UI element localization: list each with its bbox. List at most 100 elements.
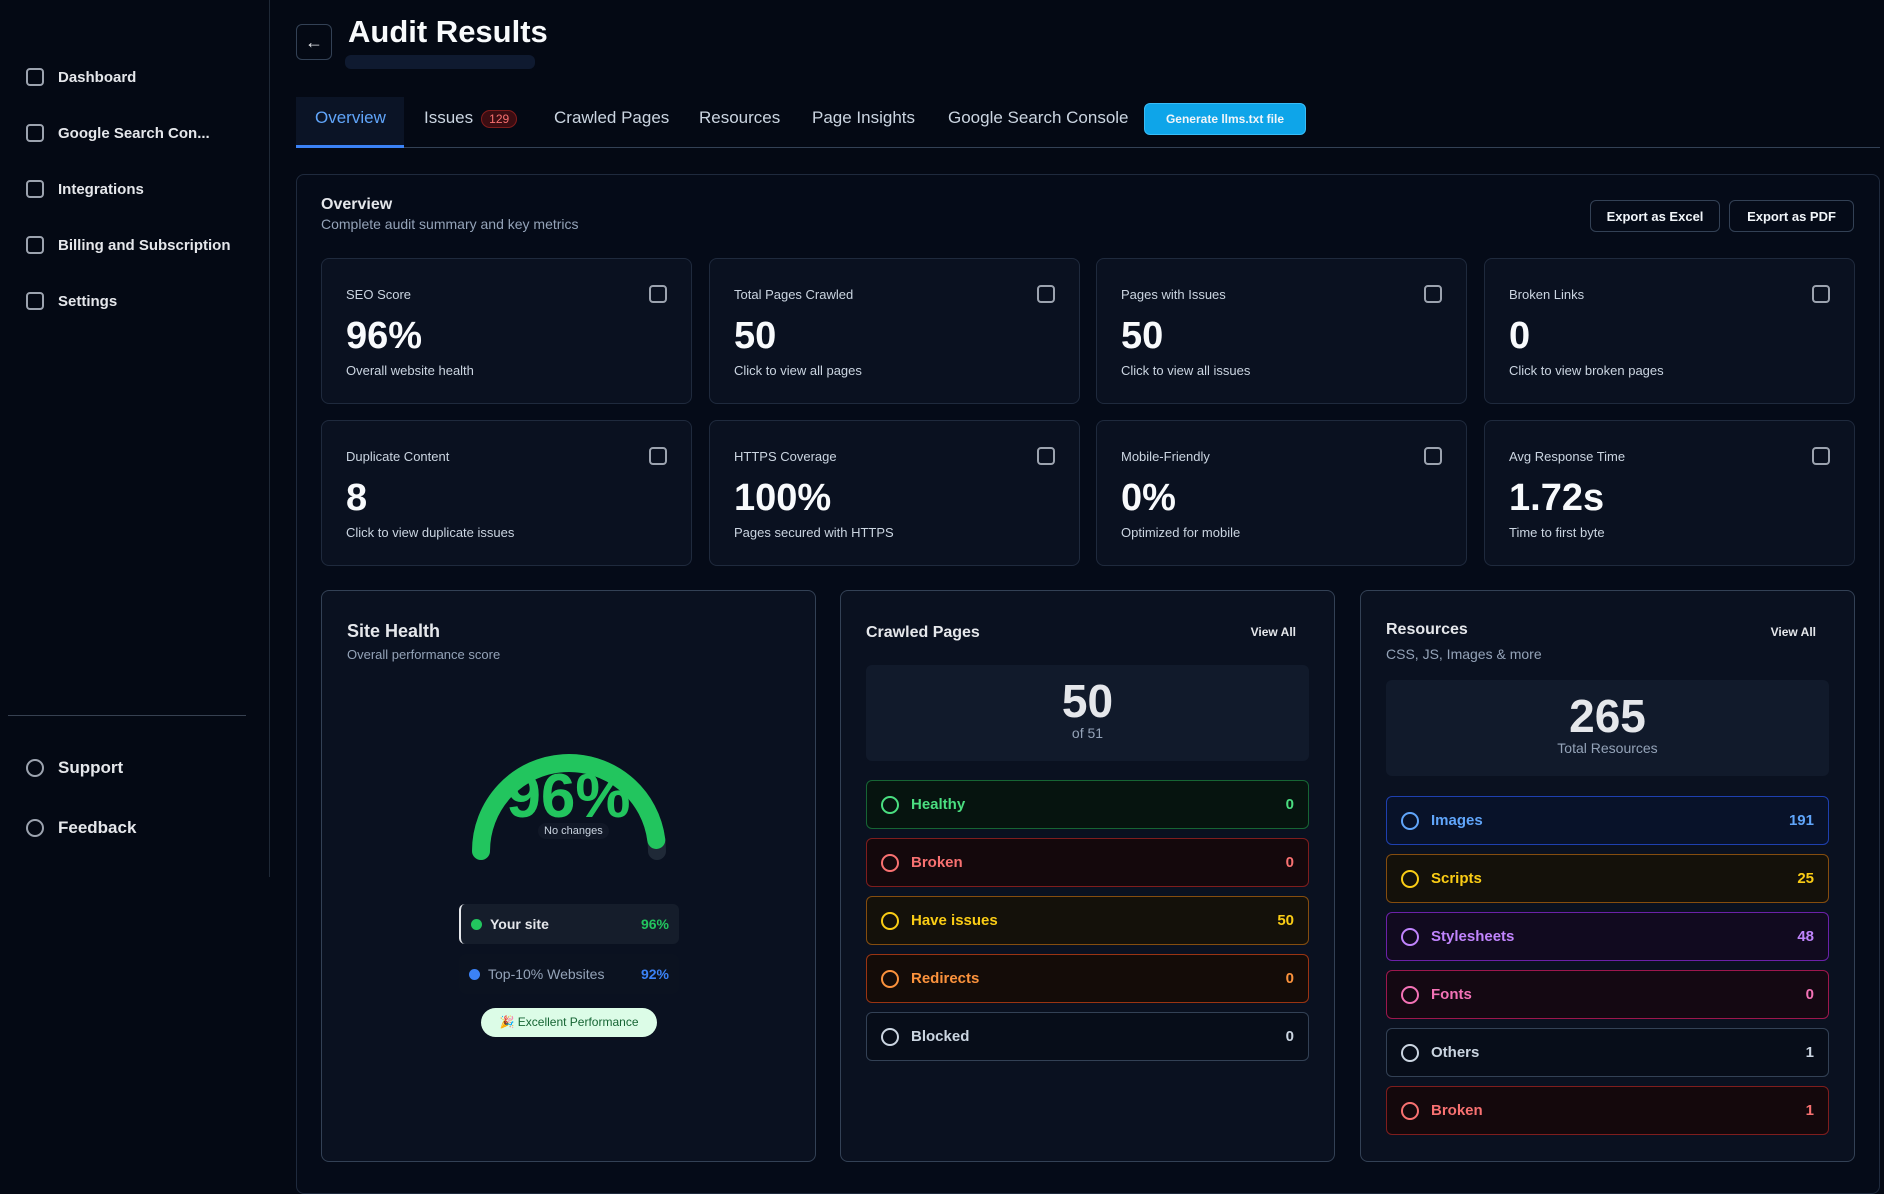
gauge (472, 754, 666, 860)
resources-row[interactable]: Fonts 0 (1386, 970, 1829, 1019)
export-button[interactable]: Export as PDF (1729, 200, 1854, 232)
tab[interactable]: Google Search Console (948, 108, 1129, 128)
metric-icon (1812, 447, 1830, 465)
active-tab-bg (296, 97, 404, 148)
row-count: 1 (1805, 1044, 1814, 1061)
metric-value: 0 (1509, 315, 1531, 357)
resources-row[interactable]: Stylesheets 48 (1386, 912, 1829, 961)
row-count: 0 (1285, 854, 1294, 871)
crawled_pages-row[interactable]: Have issues 50 (866, 896, 1309, 945)
tab-label: Page Insights (812, 108, 916, 127)
nav-label: Dashboard (58, 68, 137, 86)
gauge-change: No changes (538, 823, 609, 839)
resources-row[interactable]: Others 1 (1386, 1028, 1829, 1077)
metric-card[interactable]: Total Pages Crawled 50 Click to view all p… (709, 258, 1080, 404)
back-button[interactable]: ← (296, 24, 332, 60)
row-label: Scripts (1431, 870, 1482, 887)
metric-label: Broken Links (1509, 287, 1585, 302)
tab[interactable]: Crawled Pages (554, 108, 669, 128)
row-icon (1401, 986, 1419, 1004)
nav-item[interactable]: Billing and Subscription (26, 236, 231, 254)
resources-total-box: 265 Total Resources (1386, 680, 1829, 776)
view-all[interactable]: View All (1250, 625, 1296, 639)
nav-label: Feedback (58, 818, 137, 837)
tab-label: Issues (424, 108, 474, 127)
row-label: Fonts (1431, 986, 1472, 1003)
row-count: 0 (1285, 796, 1294, 813)
tab[interactable]: Page Insights (812, 108, 915, 128)
metric-card[interactable]: Pages with Issues 50 Click to view all iss… (1096, 258, 1467, 404)
view-all[interactable]: View All (1770, 625, 1816, 639)
gauge-fill (472, 754, 666, 860)
nav-icon (26, 236, 44, 254)
row-count: 0 (1285, 970, 1294, 987)
crawled_pages-total-box: 50 of 51 (866, 665, 1309, 761)
comparison-name: Top-10% Websites (488, 966, 605, 982)
row-count: 50 (1277, 912, 1294, 929)
tab-label: Crawled Pages (554, 108, 670, 127)
site-health-title: Site Health (347, 621, 441, 641)
row-label: Stylesheets (1431, 928, 1515, 945)
metric-icon (1037, 447, 1055, 465)
nav-item[interactable]: Dashboard (26, 68, 136, 86)
row-label: Broken (911, 854, 963, 871)
resources-row[interactable]: Images 191 (1386, 796, 1829, 845)
tab[interactable]: Resources (699, 108, 780, 128)
nav-item[interactable]: Integrations (26, 180, 144, 198)
legend-dot (469, 968, 480, 980)
comparison-value: 92% (640, 966, 669, 982)
crawled_pages-card: Crawled Pages View All 50 of 51 Healthy 0 Brok… (840, 590, 1335, 1162)
row-count: 0 (1285, 1028, 1294, 1045)
metric-card[interactable]: Mobile-Friendly 0% Optimized for mobile (1096, 420, 1467, 566)
crawled_pages-row[interactable]: Healthy 0 (866, 780, 1309, 829)
metric-label: Avg Response Time (1509, 449, 1626, 464)
crawled_pages-row[interactable]: Broken 0 (866, 838, 1309, 887)
metric-label: Pages with Issues (1121, 287, 1226, 302)
metric-note: Click to view all issues (1121, 363, 1251, 378)
tab-badge: 129 (481, 110, 518, 128)
crawled_pages-row[interactable]: Blocked 0 (866, 1012, 1309, 1061)
resources-title: Resources (1386, 621, 1468, 638)
metric-label: SEO Score (346, 287, 412, 302)
row-count: 1 (1805, 1102, 1814, 1119)
row-icon (881, 970, 899, 988)
comparison-row: Top-10% Websites 92% (459, 954, 679, 994)
nav-label: Settings (58, 292, 118, 310)
metric-icon (1037, 285, 1055, 303)
tab-label: Overview (315, 108, 386, 127)
metric-card[interactable]: Duplicate Content 8 Click to view duplicat… (321, 420, 692, 566)
nav-item[interactable]: Support (26, 758, 123, 778)
row-label: Broken (1431, 1102, 1483, 1119)
tab-label: Resources (699, 108, 781, 127)
crawled_pages-row[interactable]: Redirects 0 (866, 954, 1309, 1003)
nav-label: Google Search Con... (58, 124, 210, 142)
metric-card[interactable]: Avg Response Time 1.72s Time to first byte (1484, 420, 1855, 566)
metric-icon (649, 447, 667, 465)
metric-card[interactable]: SEO Score 96% Overall website health (321, 258, 692, 404)
page-title: Audit Results (348, 14, 548, 49)
metric-note: Click to view all pages (734, 363, 862, 378)
metric-icon (649, 285, 667, 303)
resources-total-label: Total Resources (1557, 740, 1658, 756)
row-label: Redirects (911, 970, 980, 987)
export-button[interactable]: Export as Excel (1590, 200, 1720, 232)
row-label: Have issues (911, 912, 998, 929)
row-icon (881, 1028, 899, 1046)
nav-item[interactable]: Feedback (26, 818, 136, 838)
nav-item[interactable]: Google Search Con... (26, 124, 210, 142)
row-icon (1401, 870, 1419, 888)
row-icon (881, 796, 899, 814)
row-icon (1401, 1044, 1419, 1062)
tab[interactable]: Issues 129 (424, 108, 518, 128)
metric-card[interactable]: Broken Links 0 Click to view broken pages (1484, 258, 1855, 404)
metric-icon (1424, 285, 1442, 303)
resources-row[interactable]: Broken 1 (1386, 1086, 1829, 1135)
nav-item[interactable]: Settings (26, 292, 117, 310)
generate-button[interactable]: Generate llms.txt file (1144, 103, 1306, 135)
metric-card[interactable]: HTTPS Coverage 100% Pages secured with HTT… (709, 420, 1080, 566)
row-icon (1401, 1102, 1419, 1120)
row-label: Images (1431, 812, 1483, 829)
performance-badge: 🎉 Excellent Performance (481, 1008, 657, 1037)
tab[interactable]: Overview (315, 108, 386, 128)
resources-row[interactable]: Scripts 25 (1386, 854, 1829, 903)
